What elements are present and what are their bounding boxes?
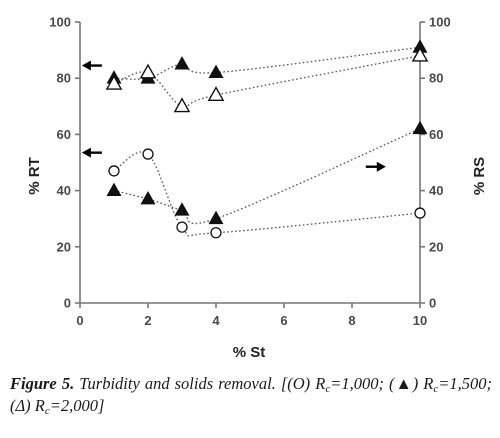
series-3-line bbox=[113, 151, 421, 237]
filled-triangle-marker bbox=[106, 182, 122, 196]
rt-arrow-left-upper bbox=[81, 60, 102, 71]
left-y-tick-label: 40 bbox=[57, 183, 71, 198]
right-y-axis-title: % RS bbox=[471, 157, 488, 195]
arrow-head bbox=[376, 161, 386, 172]
filled-triangle-marker bbox=[412, 120, 428, 135]
chart-markers bbox=[105, 39, 429, 239]
rt-arrow-left-lower bbox=[81, 147, 102, 158]
left-y-tick-label: 100 bbox=[49, 15, 71, 30]
series-4-line bbox=[113, 128, 421, 225]
right-y-tick-label: 20 bbox=[429, 239, 443, 254]
caption-sub-1: c bbox=[325, 383, 331, 395]
open-triangle-marker bbox=[105, 74, 123, 90]
right-y-tick-label: 40 bbox=[429, 183, 443, 198]
left-y-tick-label: 20 bbox=[57, 239, 71, 254]
left-y-axis-title: % RT bbox=[26, 157, 43, 195]
left-y-tick-label: 60 bbox=[57, 127, 71, 142]
chart-axes bbox=[75, 21, 425, 308]
open-circle-marker bbox=[210, 227, 222, 239]
caption-text-3: =1,500; (Δ) R bbox=[10, 374, 492, 415]
filled-triangle-marker bbox=[140, 191, 156, 205]
x-tick-label: 6 bbox=[280, 313, 287, 328]
x-tick-label: 0 bbox=[76, 313, 83, 328]
x-tick-label: 2 bbox=[144, 313, 151, 328]
filled-triangle-marker bbox=[174, 56, 190, 70]
series-2-line bbox=[113, 55, 421, 109]
caption-sub-3: c bbox=[44, 405, 50, 417]
open-circle-marker bbox=[414, 207, 426, 219]
right-y-tick-label: 100 bbox=[429, 15, 451, 30]
filled-triangle-marker bbox=[208, 210, 224, 225]
x-axis-title: % St bbox=[233, 344, 266, 361]
right-y-tick-label: 0 bbox=[429, 296, 436, 311]
arrow-head bbox=[81, 60, 91, 71]
chart-series-lines bbox=[113, 46, 421, 237]
chart-annotations bbox=[81, 60, 386, 172]
left-y-tick-label: 0 bbox=[64, 296, 71, 311]
x-tick-label: 4 bbox=[212, 313, 220, 328]
caption-sub-2: c bbox=[433, 383, 439, 395]
x-tick-label: 8 bbox=[348, 313, 355, 328]
filled-triangle-marker bbox=[208, 64, 224, 78]
right-y-tick-label: 60 bbox=[429, 127, 443, 142]
filled-triangle-marker bbox=[174, 202, 190, 216]
open-triangle-marker bbox=[139, 63, 157, 79]
caption-text-2: =1,000; (▲) R bbox=[330, 374, 434, 393]
figure-label: Figure 5. bbox=[10, 374, 75, 393]
rs-arrow-right bbox=[365, 161, 386, 172]
left-y-tick-label: 80 bbox=[57, 71, 71, 86]
x-tick-label: 10 bbox=[413, 313, 427, 328]
figure-caption: Figure 5. Turbidity and solids removal. … bbox=[10, 373, 492, 417]
open-triangle-marker bbox=[173, 97, 191, 113]
caption-text-4: =2,000] bbox=[49, 396, 105, 415]
open-triangle-marker bbox=[207, 86, 225, 102]
open-circle-marker bbox=[142, 148, 154, 160]
open-circle-marker bbox=[176, 221, 188, 233]
open-circle-marker bbox=[108, 165, 120, 177]
open-triangle-marker bbox=[411, 46, 429, 62]
right-y-tick-label: 80 bbox=[429, 71, 443, 86]
arrow-head bbox=[81, 147, 91, 158]
caption-text-1: Turbidity and solids removal. [(O) R bbox=[74, 374, 326, 393]
series-1-line bbox=[113, 46, 421, 80]
